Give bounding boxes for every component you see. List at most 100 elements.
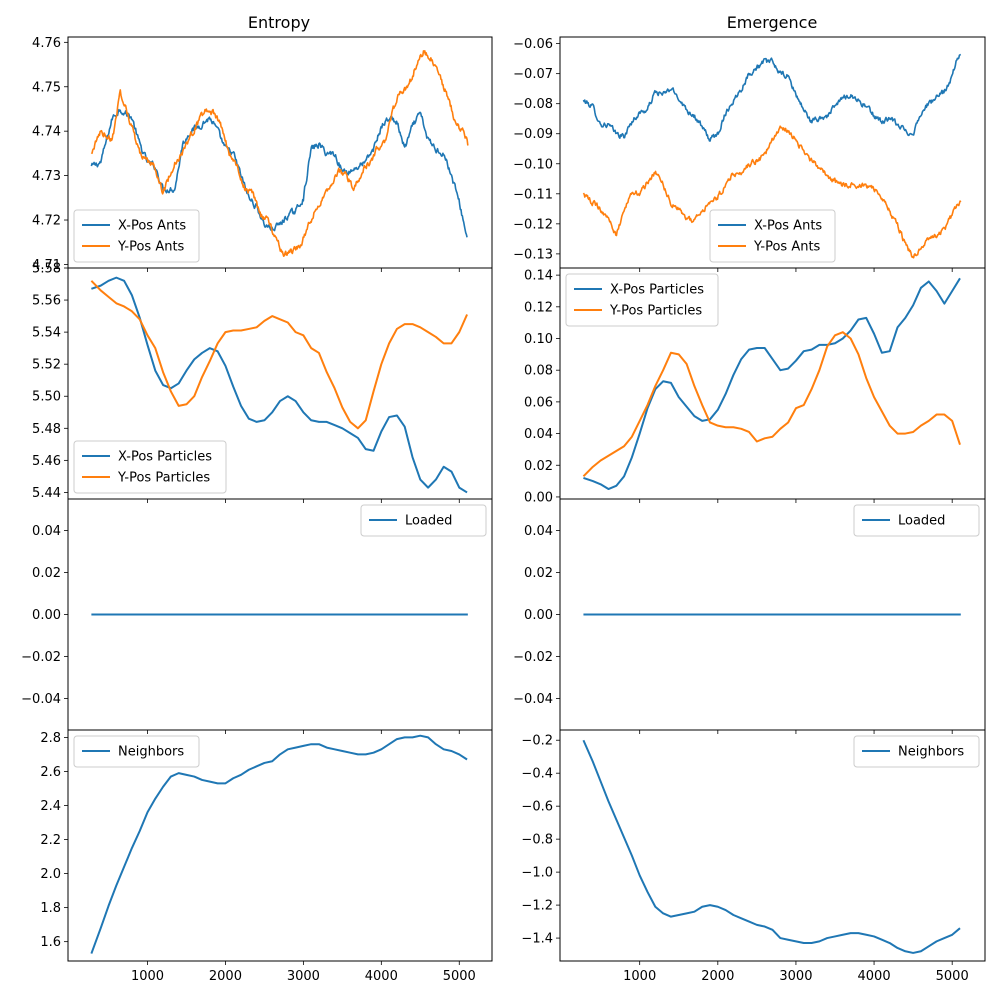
x-tick-label: 2000 (209, 969, 242, 984)
y-tick-label: 5.52 (32, 358, 61, 373)
y-tick-label: −0.09 (513, 127, 553, 142)
y-tick-label: −0.11 (513, 187, 553, 202)
legend-label: Loaded (898, 514, 945, 529)
y-tick-label: 0.14 (524, 269, 553, 284)
legend-label: X-Pos Particles (610, 283, 704, 298)
legend: X-Pos Ants Y-Pos Ants (73, 209, 200, 263)
legend-box (853, 735, 980, 768)
y-tick-label: 4.73 (32, 169, 61, 184)
y-tick-label: −0.6 (521, 800, 553, 815)
plot-frame (559, 729, 986, 962)
y-tick-label: −0.06 (513, 37, 553, 52)
column-title-emergence: Emergence (727, 13, 818, 32)
y-tick-label: 0.02 (524, 459, 553, 474)
legend-label: Loaded (405, 514, 452, 529)
legend-label: Y-Pos Particles (609, 304, 702, 319)
y-tick-label: −0.13 (513, 247, 553, 262)
legend-label: Y-Pos Ants (753, 240, 821, 255)
y-tick-label: 4.76 (32, 36, 61, 51)
plot-frame (67, 729, 493, 962)
subplot-grid: 4.71 4.72 4.73 4.74 4.75 4.76 X-Pos Ants Y-Pos … (21, 36, 986, 984)
series-line (583, 277, 961, 491)
x-tick-label: 1000 (623, 969, 656, 984)
y-tick-label: 2.2 (40, 833, 61, 848)
legend: Neighbors (853, 735, 980, 768)
y-tick-label: −0.02 (513, 650, 553, 665)
legend: X-Pos Particles Y-Pos Particles (73, 440, 227, 494)
y-tick-label: 2.8 (40, 731, 61, 746)
y-tick-label: −1.0 (521, 866, 553, 881)
subplot-entropy-ants: 4.71 4.72 4.73 4.74 4.75 4.76 X-Pos Ants Y-Pos … (32, 36, 493, 273)
legend: Loaded (360, 504, 487, 537)
y-tick-label: −0.12 (513, 217, 553, 232)
y-tick-label: −0.02 (21, 650, 61, 665)
y-tick-label: −0.4 (521, 767, 553, 782)
x-tick-label: 2000 (701, 969, 734, 984)
subplot-emergence-neighbors: −1.4 −1.2 −1.0 −0.8 −0.6 −0.4 −0.2 1000 2000 3000… (521, 729, 986, 984)
legend: X-Pos Ants Y-Pos Ants (709, 209, 836, 263)
x-tick-label: 5000 (936, 969, 969, 984)
y-tick-label: 4.72 (32, 214, 61, 229)
legend-box (73, 735, 200, 768)
series-line (90, 280, 468, 430)
legend-box (73, 440, 227, 494)
x-tick-label: 3000 (779, 969, 812, 984)
y-tick-label: 0.10 (524, 332, 553, 347)
y-tick-label: 4.74 (32, 125, 61, 140)
y-tick-label: 0.08 (524, 364, 553, 379)
y-tick-label: 5.54 (32, 326, 61, 341)
y-tick-label: 4.71 (32, 258, 61, 273)
y-tick-label: 0.04 (524, 427, 553, 442)
y-tick-label: 5.44 (32, 486, 61, 501)
legend-label: Neighbors (118, 745, 184, 760)
y-tick-label: 0.02 (524, 566, 553, 581)
y-tick-label: 0.00 (32, 608, 61, 623)
series-line (582, 739, 961, 954)
legend-label: Y-Pos Particles (117, 471, 210, 486)
y-tick-label: 5.50 (32, 390, 61, 405)
y-tick-label: 0.00 (524, 490, 553, 505)
y-tick-label: 1.6 (40, 935, 61, 950)
legend-box (73, 209, 200, 263)
y-tick-label: 0.04 (524, 524, 553, 539)
y-tick-label: −0.04 (21, 692, 61, 707)
column-title-entropy: Entropy (248, 13, 310, 32)
series-line (582, 331, 961, 478)
y-tick-label: −0.2 (521, 734, 553, 749)
legend-box (709, 209, 836, 263)
legend-label: X-Pos Ants (118, 219, 186, 234)
series-line (91, 276, 468, 494)
y-tick-label: −0.08 (513, 97, 553, 112)
legend: Loaded (853, 504, 980, 537)
y-tick-label: 2.4 (40, 799, 61, 814)
y-tick-label: 0.02 (32, 566, 61, 581)
y-tick-label: −0.07 (513, 67, 553, 82)
subplot-emergence-ants: −0.13 −0.12 −0.11 −0.10 −0.09 −0.08 −0.07 −0.06… (513, 36, 986, 272)
y-tick-label: 5.46 (32, 454, 61, 469)
y-tick-label: −1.4 (521, 932, 553, 947)
subplot-entropy-loaded: −0.04 −0.02 0.00 0.02 0.04 Loaded (21, 498, 493, 734)
subplot-entropy-neighbors: 1.6 1.8 2.0 2.2 2.4 2.6 2.8 1000 2000 3000 4000 500… (40, 729, 493, 984)
y-tick-label: 2.6 (40, 765, 61, 780)
x-tick-label: 4000 (858, 969, 891, 984)
x-tick-label: 1000 (131, 969, 164, 984)
y-tick-label: 0.00 (524, 608, 553, 623)
series-line (90, 734, 468, 954)
legend-box (565, 273, 719, 327)
subplot-entropy-particles: 5.44 5.46 5.48 5.50 5.52 5.54 5.56 5.58 X-Pos Pa… (32, 262, 493, 503)
y-tick-label: 5.58 (32, 262, 61, 277)
y-tick-label: 1.8 (40, 901, 61, 916)
legend-box (853, 504, 980, 537)
y-tick-label: 0.06 (524, 395, 553, 410)
y-tick-label: −0.10 (513, 157, 553, 172)
legend-label: Y-Pos Ants (117, 240, 185, 255)
y-tick-label: −0.8 (521, 833, 553, 848)
legend-label: X-Pos Particles (118, 450, 212, 465)
y-tick-label: 2.0 (40, 867, 61, 882)
y-tick-label: 4.75 (32, 80, 61, 95)
legend: X-Pos Particles Y-Pos Particles (565, 273, 719, 327)
y-tick-label: −1.2 (521, 899, 553, 914)
series-line (582, 53, 962, 142)
